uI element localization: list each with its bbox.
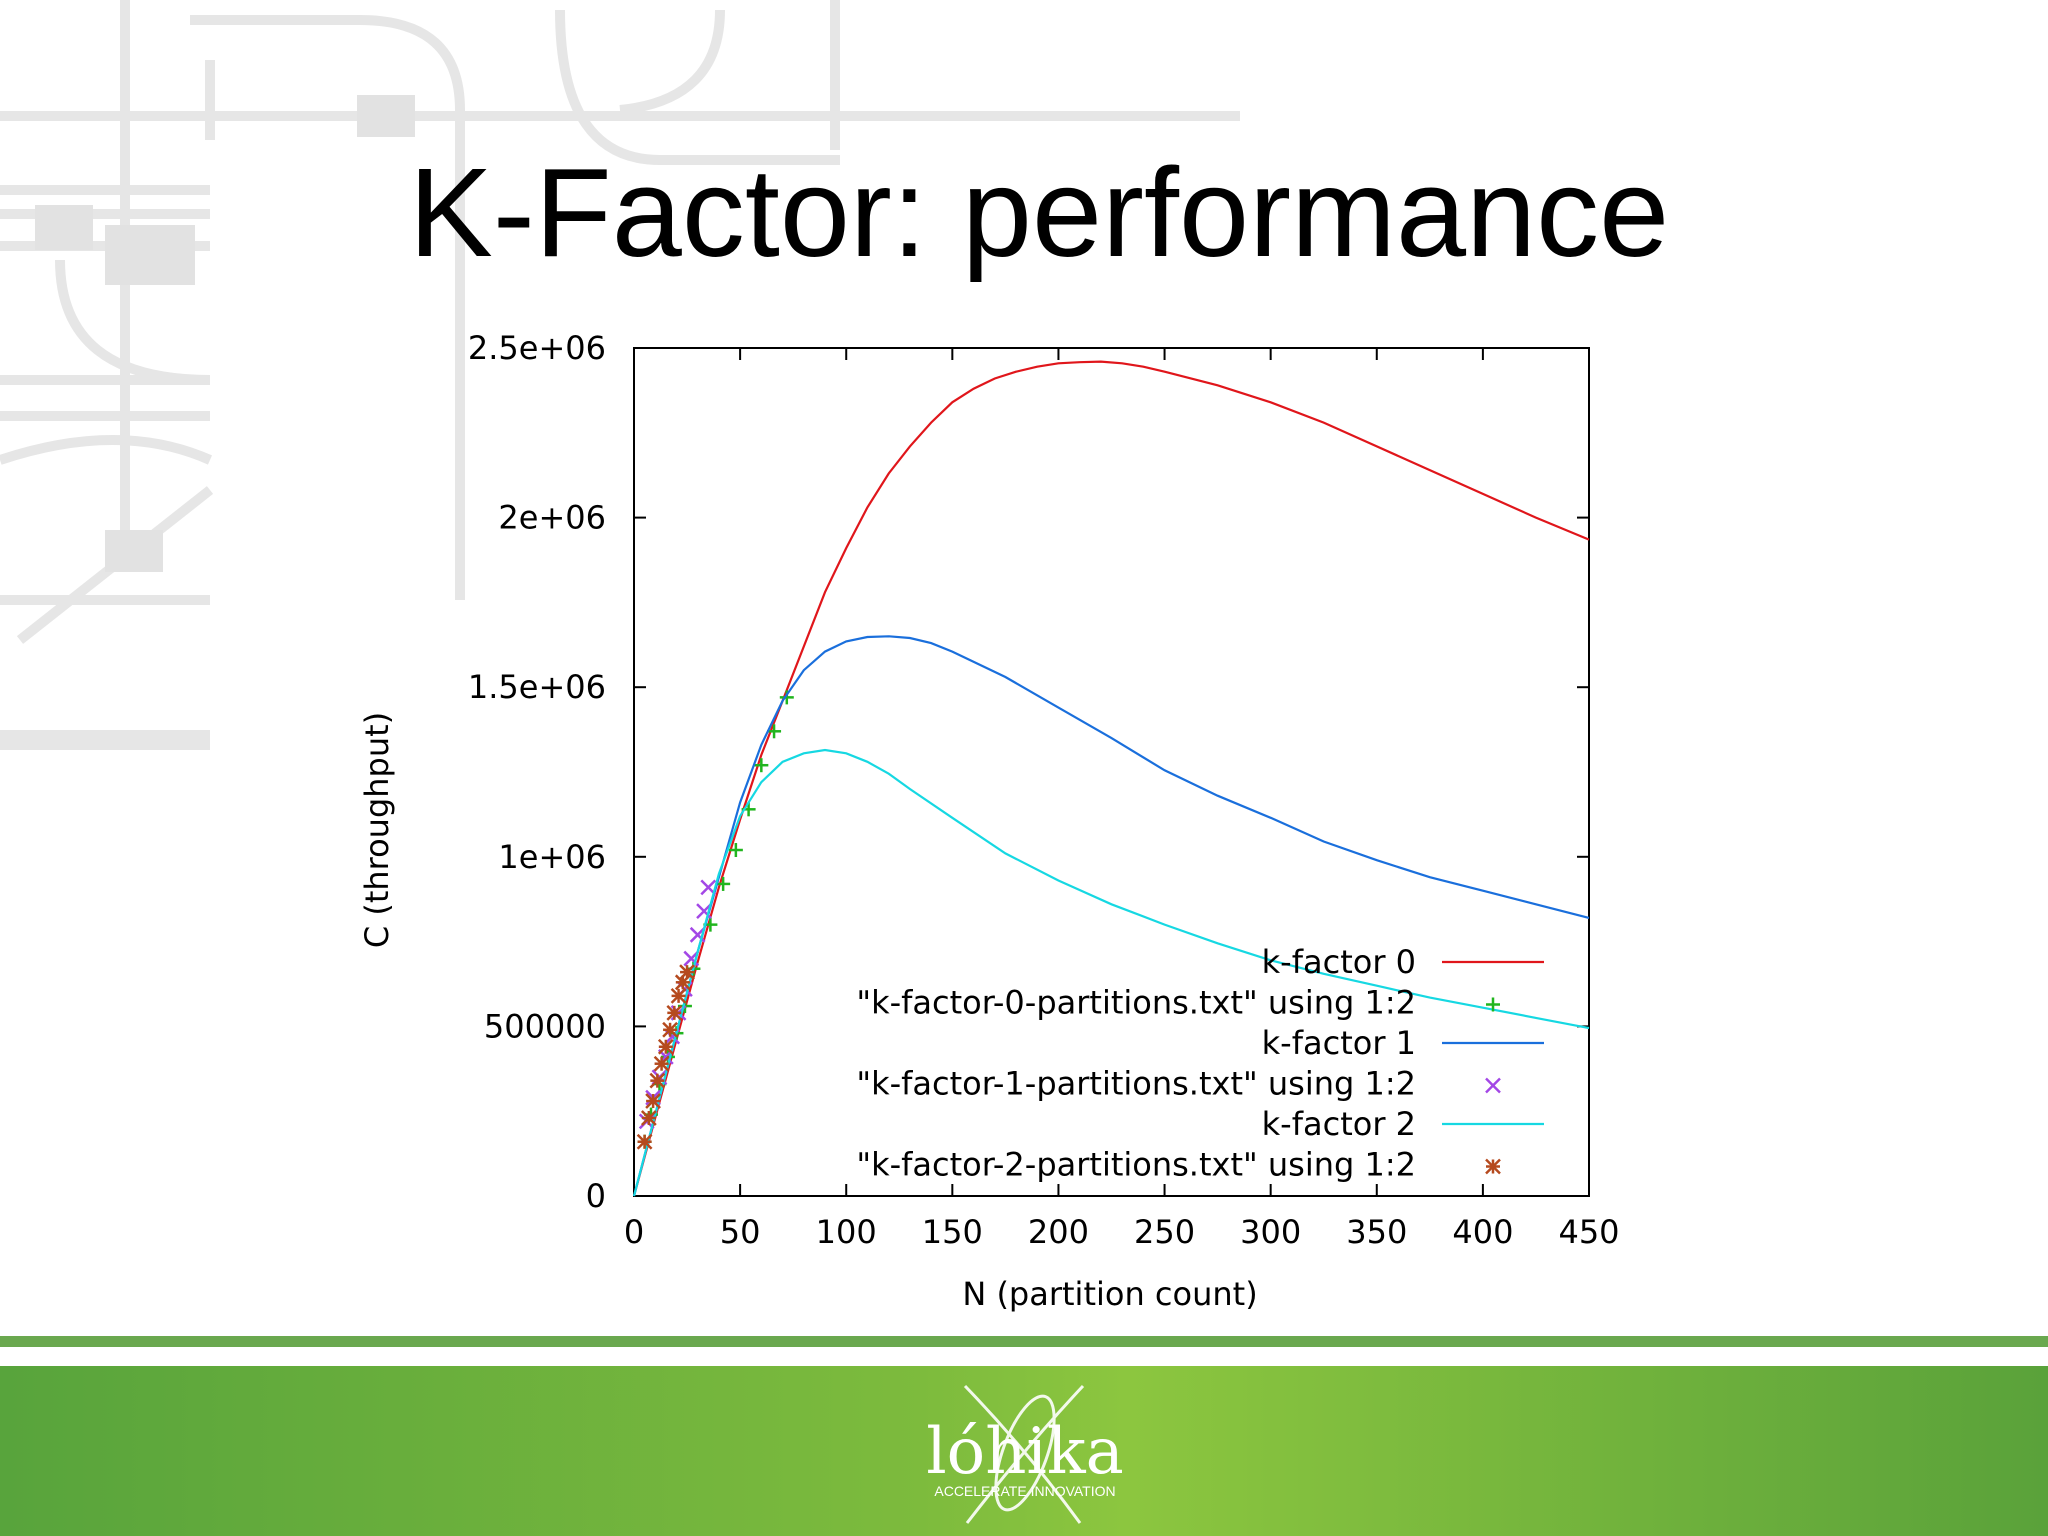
legend-label: "k-factor-0-partitions.txt" using 1:2 <box>856 984 1416 1022</box>
data-point-series-3 <box>696 903 712 919</box>
y-tick-label: 2e+06 <box>498 499 606 537</box>
series-line-0 <box>632 360 1590 1197</box>
x-tick-label: 250 <box>1134 1213 1195 1251</box>
data-point-series-1 <box>767 724 782 739</box>
legend-marker-sample <box>1485 1158 1501 1175</box>
x-tick-label: 150 <box>922 1213 983 1251</box>
legend-marker-sample <box>1485 1077 1501 1094</box>
legend-label: "k-factor-1-partitions.txt" using 1:2 <box>856 1065 1416 1103</box>
data-point-series-1 <box>754 758 769 773</box>
series-line-2 <box>632 635 1590 1197</box>
data-point-series-5 <box>670 987 687 1004</box>
data-point-series-3 <box>689 926 706 943</box>
legend-label: k-factor 1 <box>1262 1024 1416 1062</box>
y-tick-label: 1.5e+06 <box>468 668 606 706</box>
data-point-series-1 <box>728 843 743 858</box>
x-tick-label: 300 <box>1240 1213 1301 1251</box>
data-point-series-5 <box>657 1038 674 1055</box>
footer-divider <box>0 1336 2048 1347</box>
data-point-series-3 <box>683 950 700 967</box>
plot-frame <box>633 347 1590 1197</box>
data-point-series-5 <box>649 1072 666 1089</box>
x-tick-label: 400 <box>1452 1213 1513 1251</box>
logo-wordmark: lóhika <box>926 1415 1124 1489</box>
x-tick-label: 0 <box>624 1213 644 1251</box>
x-tick-label: 200 <box>1028 1213 1089 1251</box>
y-axis-label: C (throughput) <box>358 712 396 948</box>
x-tick-label: 350 <box>1346 1213 1407 1251</box>
data-point-series-5 <box>645 1093 661 1109</box>
logo-tagline: ACCELERATE INNOVATION <box>934 1483 1115 1499</box>
x-tick-label: 450 <box>1558 1213 1619 1251</box>
data-point-series-1 <box>779 690 794 705</box>
y-tick-label: 0 <box>586 1177 606 1215</box>
x-axis-label: N (partition count) <box>962 1275 1257 1313</box>
y-tick-label: 1e+06 <box>498 838 606 876</box>
y-tick-label: 2.5e+06 <box>468 329 606 367</box>
lohika-logo: lóhika ACCELERATE INNOVATION <box>926 1384 1124 1524</box>
legend-label: k-factor 0 <box>1262 943 1416 981</box>
slide-title: K-Factor: performance <box>408 142 1670 283</box>
data-point-series-5 <box>653 1055 670 1072</box>
legend-label: k-factor 2 <box>1262 1105 1416 1143</box>
x-tick-label: 100 <box>816 1213 877 1251</box>
series-line-4 <box>632 748 1590 1197</box>
data-point-series-5 <box>679 964 695 981</box>
legend-label: "k-factor-2-partitions.txt" using 1:2 <box>856 1146 1416 1184</box>
y-tick-label: 500000 <box>484 1007 606 1045</box>
data-point-series-5 <box>662 1021 678 1038</box>
throughput-chart: 0 50 100 150 200 250 300 350 400 450 0 500000 1e+06 1… <box>358 329 1620 1313</box>
data-point-series-5 <box>666 1004 683 1021</box>
data-point-series-5 <box>636 1133 653 1150</box>
data-point-series-5 <box>640 1110 657 1126</box>
data-point-series-1 <box>716 876 731 891</box>
legend-marker-sample <box>1486 997 1500 1012</box>
x-tick-label: 50 <box>720 1213 761 1251</box>
